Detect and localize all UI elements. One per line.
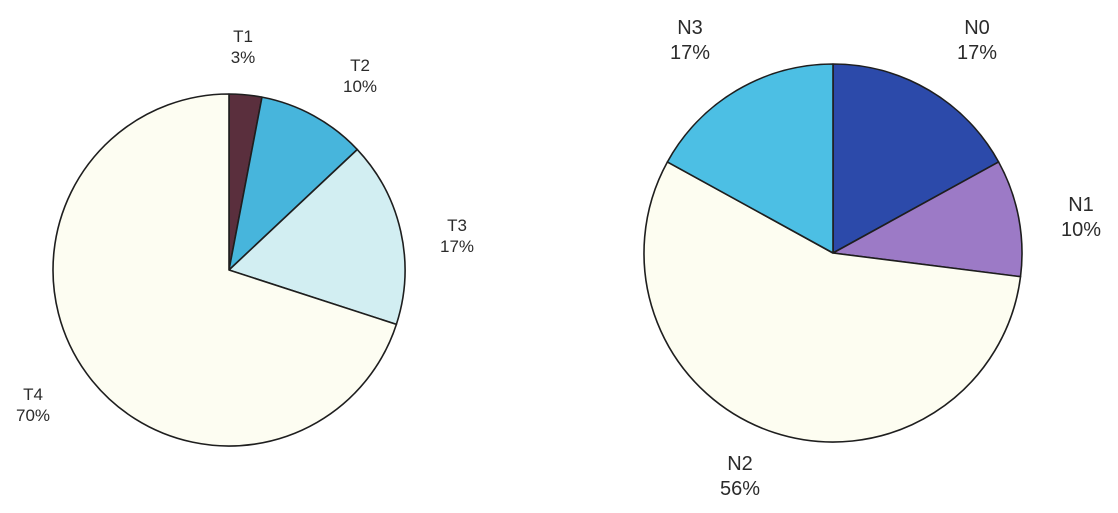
slice-label-n0-percent: 17% bbox=[956, 42, 998, 64]
slice-label-t3-name: T3 bbox=[447, 215, 467, 235]
slice-label-n2-name: N2 bbox=[727, 453, 753, 475]
slice-label-n1: N1 10% bbox=[1061, 193, 1101, 243]
slice-label-n1-percent: 10% bbox=[1060, 219, 1102, 241]
slice-label-t3-percent: 17% bbox=[439, 237, 475, 256]
slice-label-n2: N2 56% bbox=[720, 452, 760, 502]
slice-label-t2-name: T2 bbox=[350, 55, 370, 75]
slice-label-n2-percent: 56% bbox=[719, 478, 761, 500]
slice-label-n3-name: N3 bbox=[677, 17, 703, 39]
slice-label-n1-name: N1 bbox=[1068, 194, 1094, 216]
slice-label-t4: T4 70% bbox=[16, 384, 50, 427]
slice-label-t4-percent: 70% bbox=[15, 406, 51, 425]
slice-label-n3: N3 17% bbox=[670, 16, 710, 66]
slice-label-n3-percent: 17% bbox=[669, 42, 711, 64]
pie-slice-n0 bbox=[832, 63, 1000, 254]
pie-slice-t4 bbox=[52, 93, 398, 447]
pie-chart-nodal-stage bbox=[643, 63, 1023, 443]
slice-label-n0: N0 17% bbox=[957, 16, 997, 66]
slice-label-t3: T3 17% bbox=[440, 215, 474, 258]
slice-label-t2: T2 10% bbox=[343, 55, 377, 98]
slice-label-n0-name: N0 bbox=[964, 17, 990, 39]
pie-chart-tumor-stage bbox=[52, 93, 406, 447]
pie-slice-n3 bbox=[666, 63, 834, 254]
slice-label-t4-name: T4 bbox=[23, 384, 43, 404]
pie-slice-n1 bbox=[832, 161, 1023, 278]
pie-slice-t3 bbox=[228, 148, 406, 326]
slice-label-t1-percent: 3% bbox=[230, 48, 256, 67]
slice-label-t1-name: T1 bbox=[233, 26, 253, 46]
slice-label-t2-percent: 10% bbox=[342, 77, 378, 96]
pie-slice-n2 bbox=[643, 161, 1022, 443]
slice-label-t1: T1 3% bbox=[231, 26, 256, 69]
pie-slice-t2 bbox=[228, 96, 359, 271]
